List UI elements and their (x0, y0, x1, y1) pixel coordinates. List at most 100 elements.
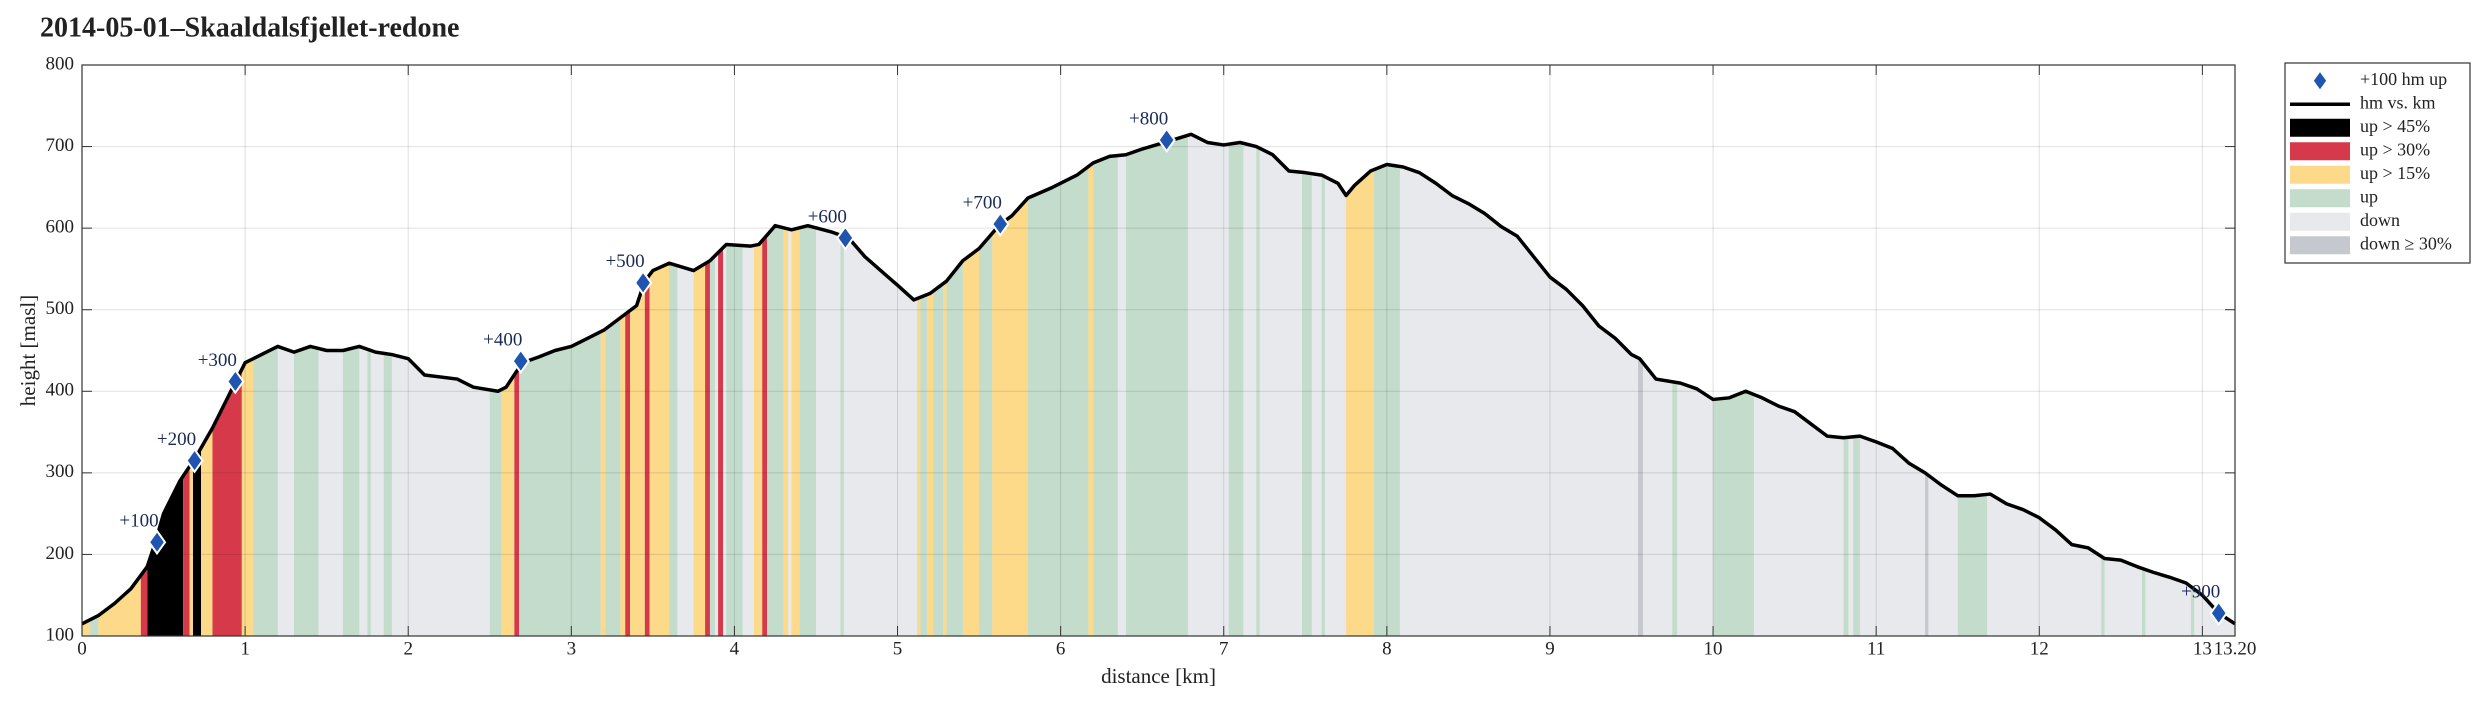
band (2190, 134, 2195, 636)
legend-label: down ≥ 30% (2360, 233, 2452, 253)
marker (185, 447, 204, 474)
band (98, 134, 141, 636)
x-tick-label: 9 (1545, 638, 1555, 659)
band (933, 134, 944, 636)
band (82, 134, 91, 636)
legend-label: up > 15% (2360, 163, 2430, 183)
band (1125, 134, 1188, 636)
marker (1157, 127, 1176, 153)
band (2101, 134, 2105, 636)
x-tick-label: 2 (403, 638, 413, 659)
band (979, 134, 993, 636)
band (1672, 134, 1678, 636)
x-tick-label: 5 (893, 638, 903, 659)
band (90, 134, 99, 636)
legend-swatch (2290, 189, 2350, 208)
legend-label: down (2360, 210, 2400, 230)
legend-swatch (2290, 118, 2350, 137)
band (1638, 134, 1643, 636)
marker-label: +400 (483, 329, 522, 350)
band (1373, 134, 1400, 636)
marker (2209, 600, 2228, 627)
marker (633, 269, 653, 296)
marker-label: +100 (119, 511, 158, 532)
y-tick-label: 700 (46, 135, 75, 156)
band (253, 134, 278, 636)
y-tick-label: 500 (46, 298, 75, 319)
band (783, 134, 789, 636)
band (241, 134, 254, 636)
band (1088, 134, 1094, 636)
band (605, 134, 621, 636)
bands (82, 134, 2235, 636)
band (943, 134, 947, 636)
band (709, 134, 715, 636)
x-tick-label: 13 (2193, 638, 2212, 659)
band (917, 134, 921, 636)
band (383, 134, 392, 636)
x-axis-label: distance [km] (1101, 664, 1216, 688)
band (1346, 134, 1374, 636)
y-tick-label: 400 (46, 380, 75, 401)
band (840, 134, 844, 636)
band (140, 134, 148, 636)
marker-label: +600 (808, 206, 847, 227)
x-tick-label: 3 (567, 638, 577, 659)
band (649, 134, 670, 636)
band (183, 134, 190, 636)
band (1093, 134, 1118, 636)
band (799, 134, 816, 636)
y-tick-label: 600 (46, 217, 75, 238)
chart-title: 2014-05-01–Skaaldalsfjellet-redone (40, 12, 459, 43)
band (620, 134, 626, 636)
band (1302, 134, 1312, 636)
band (920, 134, 927, 636)
x-tick-label: 10 (1704, 638, 1723, 659)
band (2142, 134, 2146, 636)
band (946, 134, 963, 636)
band (726, 134, 743, 636)
y-tick-label: 200 (46, 543, 75, 564)
band (926, 134, 934, 636)
y-tick-label: 800 (46, 53, 75, 74)
band (767, 134, 784, 636)
band (1843, 134, 1849, 636)
x-tick-label: 7 (1219, 638, 1229, 659)
legend-label: +100 hm up (2360, 69, 2447, 89)
legend-label: up > 45% (2360, 116, 2430, 136)
y-tick-label: 100 (46, 624, 75, 645)
band (1713, 134, 1754, 636)
band (962, 134, 980, 636)
legend-swatch (2290, 236, 2350, 255)
marker (991, 211, 1010, 237)
legend-swatch (2290, 142, 2350, 161)
band (1256, 134, 1260, 636)
band (625, 134, 631, 636)
marker-label: +200 (157, 429, 196, 450)
band (600, 134, 606, 636)
band (693, 134, 706, 636)
band (189, 134, 193, 636)
band (367, 134, 371, 636)
marker-label: +300 (198, 350, 237, 371)
legend-marker (2312, 69, 2328, 92)
legend-swatch (2290, 165, 2350, 184)
legend-label: up > 30% (2360, 139, 2430, 159)
marker-label: +800 (1129, 108, 1168, 129)
x-tick-label: 6 (1056, 638, 1066, 659)
band (718, 134, 724, 636)
band (992, 134, 1029, 636)
band (705, 134, 710, 636)
marker-label: +700 (963, 192, 1002, 213)
band (514, 134, 520, 636)
y-axis-label: height [masl] (16, 295, 40, 406)
marker (147, 529, 167, 556)
legend-label: hm vs. km (2360, 92, 2436, 112)
marker-label: +900 (2181, 582, 2220, 603)
marker (226, 368, 245, 395)
band (630, 134, 645, 636)
band (1925, 134, 1929, 636)
band (753, 134, 763, 636)
legend-swatch (2290, 212, 2350, 231)
